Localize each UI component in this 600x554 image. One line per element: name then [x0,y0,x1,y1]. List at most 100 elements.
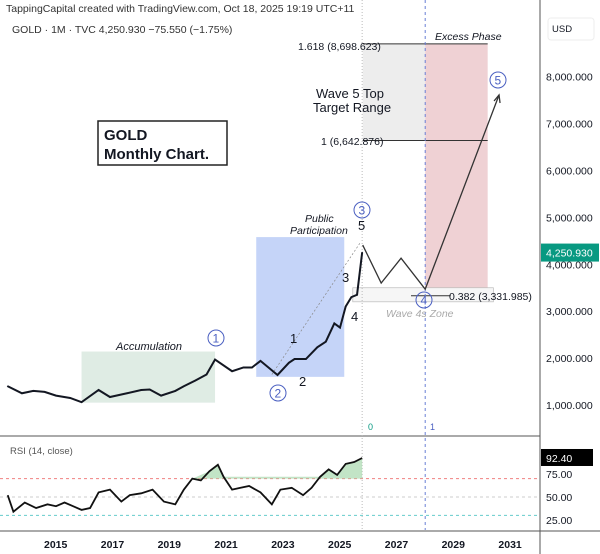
y-tick-label: 8,000.000 [546,72,593,84]
wave-circle-3 [353,201,371,219]
price-point [344,305,347,308]
participation-label: Participation [290,225,348,237]
price-point [69,397,71,399]
x-tick-label: 2023 [271,539,295,551]
price-series-line [7,252,364,404]
rsi-tick-label: 50.00 [546,492,572,504]
rsi-value-label: 92.40 [546,453,572,465]
public-label: Public [305,213,334,225]
currency-label: USD [552,24,572,35]
subwave-label: 5 [358,218,365,233]
attribution: TappingCapital created with TradingView.… [6,3,355,15]
price-point [148,388,151,391]
projection-path [362,94,500,291]
wave-circle-1 [207,329,225,347]
price-point [293,358,296,360]
price-point [6,385,9,388]
price-point [43,391,46,393]
title-line-2: Monthly Chart. [104,146,209,163]
x-tick-label: 2025 [328,539,352,551]
wave-circle-label: 2 [275,387,282,401]
price-point [140,389,142,391]
rsi-tick-label: 75.00 [546,469,572,481]
price-point [325,340,327,343]
y-tick-label: 2,000.000 [546,353,593,365]
price-point [183,385,185,388]
price-point [305,358,307,360]
price-point [339,326,341,329]
price-point [205,373,208,376]
arrow-head-icon [493,93,501,104]
subwave-label: 4 [351,309,358,324]
wave4-zone [352,287,494,303]
price-point [356,293,358,296]
x-tick-label: 2029 [442,539,466,551]
price-point [214,358,216,361]
fib-0382-label: 0.382 (3,331.985) [449,291,532,303]
wave-circle-label: 5 [495,74,502,88]
symbol-info: GOLD · 1M · TVC 4,250.930 −75.550 (−1.75… [12,24,233,36]
y-tick-label: 3,000.000 [546,306,593,318]
price-point [242,366,245,369]
price-point [316,346,319,349]
price-point [350,296,353,298]
x-tick-label: 2031 [498,539,522,551]
price-point [21,392,23,395]
price-point [126,392,128,395]
x-tick-label: 2027 [385,539,409,551]
rsi-line [6,457,363,514]
price-point [288,361,290,364]
price-point [97,389,100,391]
wave-circle-5 [489,71,507,89]
wave-circle-label: 4 [421,294,428,308]
rsi-value-badge [541,448,593,466]
price-point [109,396,111,398]
y-tick-label: 1,000.000 [546,400,593,412]
target-label-2: Target Range [313,100,391,115]
vline-1-label: 1 [430,422,435,432]
x-tick-label: 2015 [44,539,68,551]
rsi-tick-label: 25.00 [546,515,572,527]
accumulation-zone [81,351,216,403]
y-tick-label: 5,000.000 [546,212,593,224]
title-box [97,120,228,166]
last-price-label: 4,250.930 [546,248,593,260]
price-point [231,370,233,373]
x-tick-label: 2021 [214,539,238,551]
price-point [259,360,262,362]
price-point [32,390,35,392]
rsi-overbought-fill [192,457,363,479]
price-point [160,394,162,397]
accumulation-label: Accumulation [115,341,182,353]
y-tick-label: 6,000.000 [546,166,593,178]
x-tick-label: 2017 [101,539,125,551]
y-tick-label: 4,000.000 [546,259,593,271]
price-point [333,322,336,325]
price-point [251,366,253,369]
rsi-label: RSI (14, close) [10,446,73,457]
price-point [361,251,363,254]
price-point [55,394,57,397]
fib-1-label: 1 (6,642.876) [321,136,383,148]
currency-box [547,17,595,41]
wave-circle-label: 1 [213,332,220,346]
price-point [174,390,177,392]
fib-1618-label: 1.618 (8,698.623) [298,41,381,53]
price-point [194,379,196,382]
target-range-zone [362,43,426,141]
subwave-label: 1 [290,331,297,346]
wave-circle-2 [269,384,287,402]
public-participation-zone [256,237,345,377]
excess-phase-zone [425,43,488,288]
title-line-1: GOLD [104,127,147,144]
y-tick-label: 7,000.000 [546,119,593,131]
subwave-label: 3 [342,270,349,285]
excess-phase-label: Excess Phase [435,31,502,43]
x-tick-label: 2019 [158,539,182,551]
target-label-1: Wave 5 Top [316,86,384,101]
vline-0-label: 0 [368,422,373,432]
wave-circle-label: 3 [359,204,366,218]
wave4-zone-label: Wave 4s Zone [386,308,454,320]
price-point [80,401,83,403]
